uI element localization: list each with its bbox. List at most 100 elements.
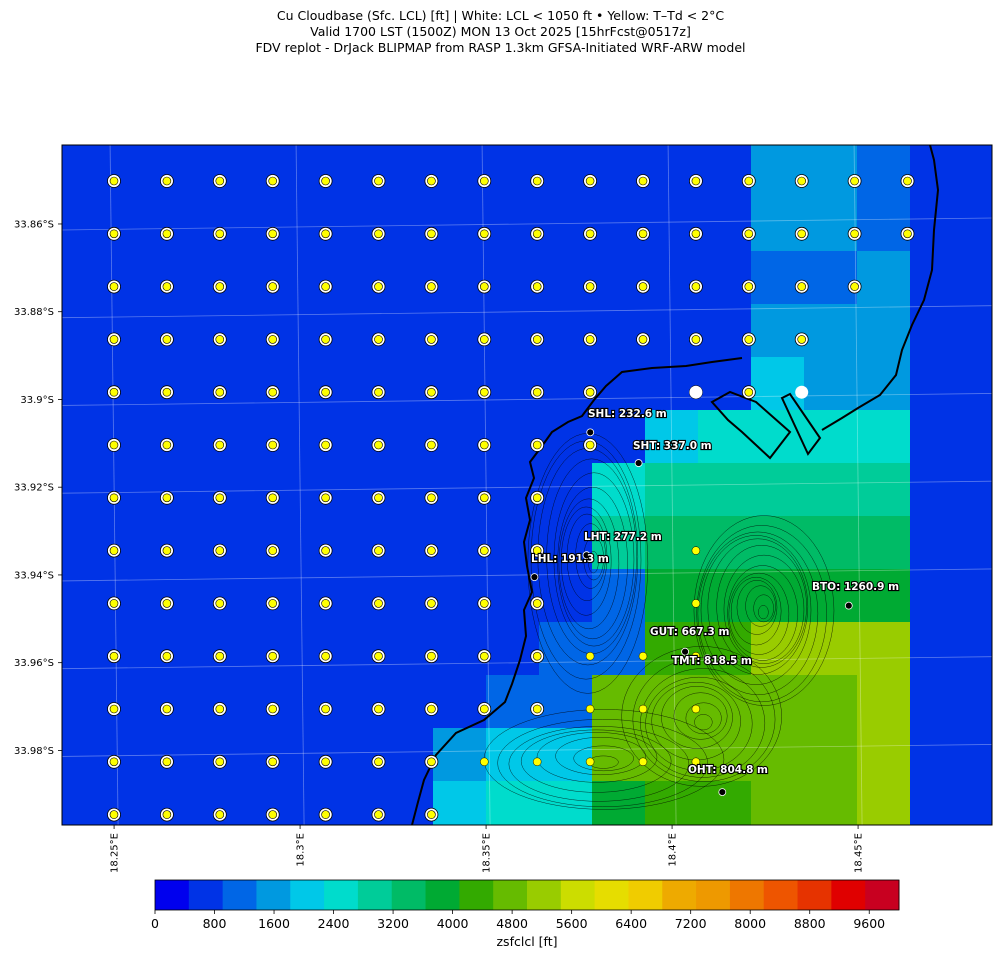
humidity-marker [162, 335, 172, 344]
latitude-tick-label: 33.92°S [14, 483, 54, 494]
terrain-contour [727, 565, 798, 661]
humidity-marker [585, 229, 595, 239]
terrain-contour [745, 585, 776, 627]
longitude-tick-label: 18.3°E [296, 833, 307, 867]
humidity-marker [268, 599, 278, 608]
humidity-marker [744, 229, 754, 239]
station-marker-sht [634, 459, 643, 467]
humidity-marker [797, 335, 807, 344]
station-label-shl: SHL: 232.6 m [588, 408, 667, 420]
humidity-marker [215, 229, 225, 239]
humidity-marker [374, 229, 383, 239]
cloudbase-cell [698, 781, 751, 825]
humidity-marker [109, 387, 119, 397]
humidity-marker [162, 704, 172, 714]
humidity-marker [109, 176, 119, 186]
cloudbase-cell [433, 781, 486, 825]
humidity-marker [162, 810, 172, 819]
cloudbase-cell [857, 198, 910, 251]
cloudbase-cell [751, 251, 804, 304]
humidity-marker [638, 176, 648, 186]
humidity-marker [427, 176, 436, 186]
cloudbase-cell [804, 410, 857, 463]
latitude-gridline [62, 656, 992, 670]
longitude-gridline [667, 145, 677, 825]
humidity-marker [215, 599, 225, 608]
cloudbase-cell [751, 304, 804, 357]
humidity-marker [532, 757, 542, 767]
humidity-marker [850, 229, 859, 239]
longitude-gridline [295, 145, 305, 825]
colorbar-tick-label: 8000 [734, 916, 766, 931]
cloudbase-cell [698, 675, 751, 728]
humidity-marker [797, 176, 807, 186]
station-marker-shl [586, 428, 595, 437]
cloudbase-cell [751, 675, 804, 728]
cloudbase-cell [857, 410, 910, 463]
station-label-tmt: TMT: 818.5 m [672, 655, 752, 667]
colorbar-segment [290, 880, 325, 910]
humidity-marker [162, 599, 172, 608]
latitude-tick-label: 33.88°S [14, 307, 54, 318]
cloudbase-cell [857, 516, 910, 569]
colorbar-frame [154, 879, 900, 911]
colorbar-tick-label: 3200 [377, 916, 409, 931]
humidity-marker [479, 546, 489, 555]
colorbar-segment [493, 880, 528, 910]
humidity-marker [109, 651, 119, 661]
humidity-marker [532, 440, 542, 450]
cloudbase-cell [592, 569, 645, 622]
longitude-gridline [853, 145, 863, 825]
cloudbase-cell [857, 145, 910, 198]
humidity-marker [374, 599, 383, 608]
cloudbase-cell [592, 781, 645, 825]
humidity-marker [374, 651, 383, 661]
humidity-marker [427, 282, 436, 291]
humidity-marker [585, 176, 595, 186]
cloudbase-cell [804, 622, 857, 675]
humidity-marker [321, 176, 330, 186]
terrain-contour [758, 605, 769, 620]
humidity-marker [638, 282, 648, 291]
colorbar-tick-label: 4000 [437, 916, 469, 931]
lcl-marker [795, 385, 809, 399]
cloudbase-cell [751, 410, 804, 463]
cloudbase-cell [645, 622, 698, 675]
colorbar-segment [391, 880, 427, 910]
humidity-marker [638, 704, 648, 714]
cloudbase-cell [645, 728, 698, 781]
humidity-marker [321, 599, 330, 608]
humidity-marker [427, 440, 436, 450]
graticule [62, 145, 992, 825]
humidity-marker [374, 440, 383, 450]
humidity-marker [321, 704, 330, 714]
humidity-marker [427, 493, 436, 503]
cloudbase-cell [857, 357, 910, 410]
humidity-marker [215, 387, 225, 397]
colorbar-tick-label: 7200 [675, 916, 707, 931]
latitude-tick-label: 33.9°S [20, 395, 54, 406]
humidity-marker [691, 335, 701, 344]
colorbar-tick-label: 800 [203, 916, 227, 931]
humidity-marker [480, 757, 489, 767]
humidity-marker [321, 387, 330, 397]
latitude-tick-label: 33.96°S [14, 658, 54, 669]
cloudbase-cell [751, 516, 804, 569]
latitude-gridline [62, 305, 992, 319]
humidity-marker [532, 335, 542, 344]
humidity-marker [374, 546, 383, 555]
humidity-marker [215, 704, 225, 714]
terrain-contour [730, 576, 782, 646]
latitude-gridline [62, 744, 992, 757]
humidity-marker [691, 704, 701, 714]
terrain-contour [685, 702, 722, 735]
station-label-sht: SHT: 337.0 m [633, 440, 712, 452]
latitude-gridline [62, 568, 992, 582]
colorbar-segment [527, 880, 562, 910]
humidity-marker [532, 387, 542, 397]
longitude-tick-label: 18.45°E [854, 833, 865, 873]
colorbar-segment [831, 880, 866, 910]
terrain-contour [728, 572, 790, 655]
humidity-marker [162, 546, 172, 555]
terrain-contour [723, 554, 805, 664]
